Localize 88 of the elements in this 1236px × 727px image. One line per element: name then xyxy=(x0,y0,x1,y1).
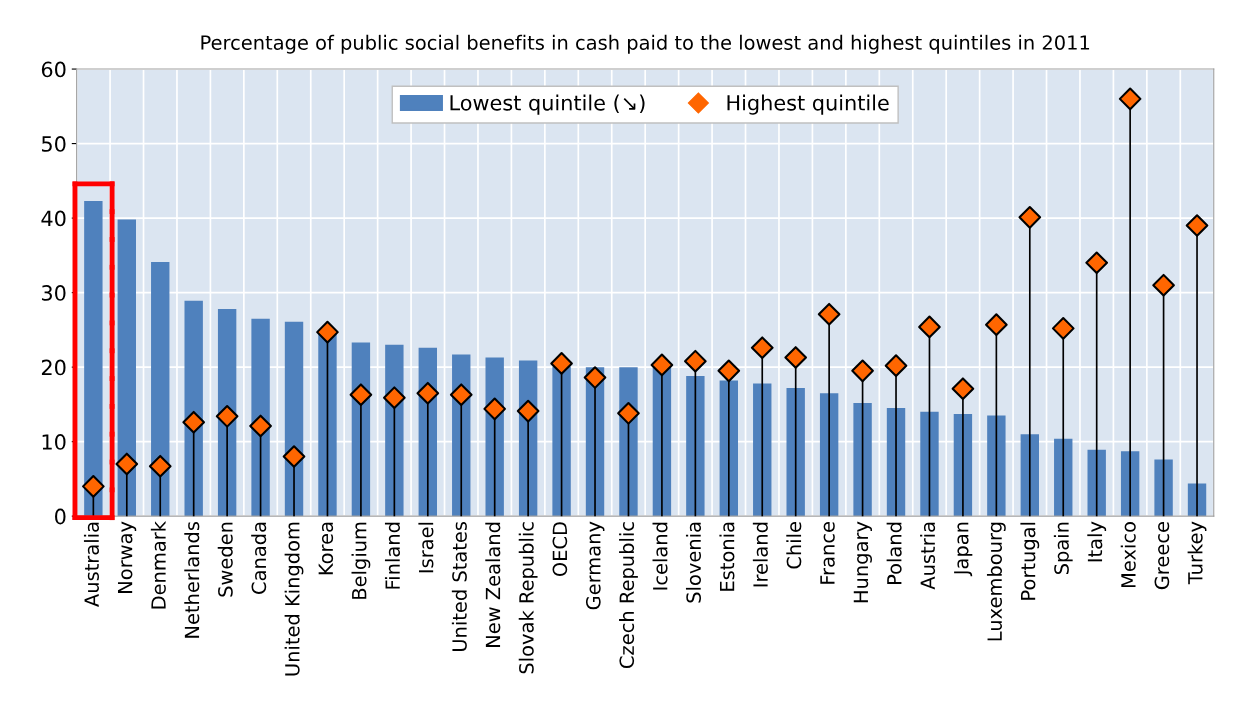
x-tick-label: Norway xyxy=(117,521,137,593)
bar xyxy=(853,402,872,517)
point xyxy=(985,313,1008,336)
point xyxy=(1152,273,1175,297)
point xyxy=(182,410,206,434)
x-tick-label: New Zealand xyxy=(485,522,501,647)
point xyxy=(1051,317,1075,340)
x-tick-label: Japan xyxy=(954,522,973,577)
y-tick-label: 30 xyxy=(41,285,66,301)
bar xyxy=(552,366,571,517)
point xyxy=(148,454,172,478)
point xyxy=(1185,214,1209,237)
point xyxy=(1018,206,1042,229)
x-tick-label: United Kingdom xyxy=(284,522,304,676)
x-tick-label: Slovak Republic xyxy=(518,522,538,674)
x-tick-label: Belgium xyxy=(351,522,371,599)
x-tick-label: Canada xyxy=(251,522,267,594)
x-tick-label: Poland xyxy=(886,522,902,585)
y-tick-label: 10 xyxy=(42,434,66,450)
bar xyxy=(987,415,1006,517)
point xyxy=(1085,251,1109,275)
x-tick-label: Ireland xyxy=(752,522,768,587)
point xyxy=(951,377,975,401)
point xyxy=(851,359,874,383)
point xyxy=(550,352,573,375)
bar xyxy=(251,318,270,517)
bar xyxy=(1154,459,1173,517)
x-tick-label: Estonia xyxy=(719,522,735,591)
x-tick-label: Sweden xyxy=(217,522,233,597)
point xyxy=(416,381,440,405)
point xyxy=(583,366,607,389)
point xyxy=(115,452,139,476)
point xyxy=(215,404,239,428)
point xyxy=(349,383,373,407)
y-tick-label: 20 xyxy=(41,359,66,376)
x-tick-label: United States xyxy=(451,521,467,652)
x-tick-label: Netherlands xyxy=(184,521,200,638)
x-tick-label: Turkey xyxy=(1187,521,1207,585)
point xyxy=(82,475,105,498)
x-tick-label: Denmark xyxy=(150,521,166,609)
point xyxy=(1118,87,1142,111)
point xyxy=(617,402,640,425)
x-tick-label: OECD xyxy=(552,522,568,577)
point xyxy=(817,302,841,326)
x-tick-label: Hungary xyxy=(853,521,872,603)
x-tick-label: Italy xyxy=(1087,521,1107,562)
x-tick-label: Slovenia xyxy=(685,522,701,603)
chart-title: Percentage of public social benefits in cash paid to the lowest and highest quintiles in 2011 xyxy=(201,34,1090,54)
bar xyxy=(920,411,939,517)
point xyxy=(650,353,674,377)
x-tick-label: Luxembourg xyxy=(986,522,1006,641)
x-tick-label: Greece xyxy=(1154,522,1170,590)
y-tick-label: 40 xyxy=(41,210,66,227)
point xyxy=(750,336,774,360)
point xyxy=(249,414,272,438)
x-tick-label: Chile xyxy=(786,522,802,569)
point xyxy=(449,383,473,407)
x-tick-label: Czech Republic xyxy=(619,522,638,668)
point xyxy=(516,399,540,423)
x-tick-label: Australia xyxy=(83,522,99,607)
x-tick-label: Finland xyxy=(384,522,400,589)
x-tick-label: Portugal xyxy=(1020,522,1040,600)
y-tick-label: 50 xyxy=(42,136,66,152)
y-tick-label: 0 xyxy=(55,508,66,525)
point xyxy=(282,445,306,468)
bar xyxy=(117,219,136,517)
point xyxy=(383,386,406,410)
point xyxy=(784,346,808,369)
x-tick-label: Spain xyxy=(1053,522,1073,575)
point xyxy=(483,397,507,421)
x-tick-label: Germany xyxy=(585,521,605,610)
y-tick-label: 60 xyxy=(41,61,66,78)
x-tick-label: Iceland xyxy=(652,522,668,590)
legend-label: Highest quintile xyxy=(727,94,889,115)
x-tick-label: Austria xyxy=(920,522,936,590)
x-tick-label: Israel xyxy=(418,522,434,573)
point xyxy=(918,315,941,339)
point xyxy=(316,320,339,344)
point xyxy=(684,349,707,373)
bar xyxy=(686,376,705,517)
bar xyxy=(318,332,337,517)
x-tick-label: France xyxy=(820,522,835,584)
point xyxy=(717,359,741,383)
point xyxy=(884,354,908,377)
legend-label: Lowest quintile (↘) xyxy=(450,94,645,115)
x-tick-label: Mexico xyxy=(1120,522,1136,588)
bar xyxy=(151,262,170,517)
x-tick-label: Korea xyxy=(318,522,334,575)
